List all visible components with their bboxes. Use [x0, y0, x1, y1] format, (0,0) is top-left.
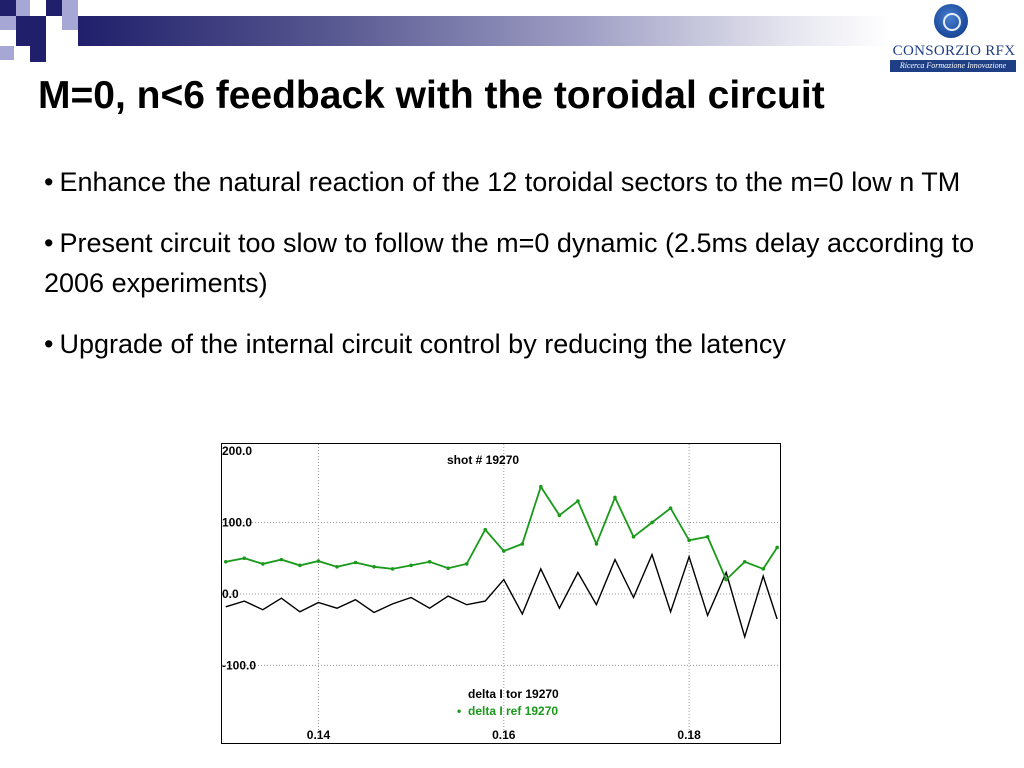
series-point: [539, 484, 543, 489]
shot-plot: 0.14 0.16 0.18 200.0 100.0 0.0 -100.0 shot # 19…: [221, 443, 781, 744]
series-point: [223, 559, 228, 564]
bullet-item-3: • Upgrade of the internal circuit control…: [44, 324, 1004, 364]
series-point: [409, 563, 413, 568]
series-point: [501, 549, 506, 553]
y-tick-label: 200.0: [222, 444, 252, 458]
corner-square-5: [0, 16, 16, 30]
x-tick-label: 0.18: [677, 728, 701, 742]
series-point: [668, 506, 673, 510]
series-point: [705, 534, 710, 539]
series-point: [650, 520, 654, 525]
y-tick-label: 0.0: [222, 587, 239, 601]
corner-square-9: [30, 46, 46, 62]
legend-entry-1: delta I tor 19270: [468, 687, 559, 701]
bullet-dot: •: [44, 228, 54, 258]
series-point: [427, 559, 432, 564]
corner-square-8: [0, 46, 14, 60]
series-point: [261, 562, 265, 566]
series-point: [724, 577, 728, 582]
series-point: [483, 527, 488, 532]
series-point: [687, 538, 691, 543]
y-tick-label: 100.0: [222, 515, 252, 529]
bullet-item-1: • Enhance the natural reaction of the 12 …: [44, 162, 1004, 202]
series-point: [353, 560, 358, 565]
series-point: [446, 566, 450, 571]
corner-square-3: [46, 0, 62, 16]
series-point: [242, 556, 247, 561]
series-point: [742, 559, 747, 564]
header-gradient-band: [78, 16, 890, 46]
plot-labels: 0.14 0.16 0.18 200.0 100.0 0.0 -100.0 shot # 19…: [222, 444, 701, 742]
series-point: [464, 562, 469, 566]
series-point: [631, 534, 636, 539]
series-point: [520, 542, 525, 546]
corner-square-6: [16, 16, 46, 46]
corner-square-2: [16, 0, 30, 16]
series-point: [613, 495, 617, 500]
corner-square-7: [62, 16, 78, 30]
bullet-text-1: Enhance the natural reaction of the 12 t…: [59, 167, 961, 197]
series-point: [557, 513, 562, 518]
series-line-1: [225, 552, 778, 640]
bullet-dot: •: [44, 167, 54, 197]
bullet-text-3: Upgrade of the internal circuit control …: [59, 329, 786, 359]
x-tick-label: 0.14: [307, 728, 331, 742]
legend-entry-2: delta I ref 19270: [468, 704, 558, 718]
series-point: [298, 563, 302, 568]
slide-title: M=0, n<6 feedback with the toroidal circ…: [38, 74, 825, 117]
series-point: [390, 567, 395, 571]
corner-square-1: [0, 0, 16, 16]
legend-marker: •: [457, 704, 461, 718]
logo-name: CONSORZIO RFX: [892, 43, 1016, 59]
logo-emblem-icon: [934, 4, 968, 38]
x-tick-label: 0.16: [492, 728, 516, 742]
plot-grid: [222, 444, 780, 736]
bullet-item-2: • Present circuit too slow to follow the …: [44, 223, 1004, 303]
plot-series: [223, 484, 779, 640]
y-tick-label: -100.0: [222, 658, 256, 672]
series-point: [761, 567, 766, 571]
bullet-dot: •: [44, 329, 54, 359]
shot-plot-svg: 0.14 0.16 0.18 200.0 100.0 0.0 -100.0 shot # 19…: [221, 443, 781, 744]
series-point: [576, 499, 580, 503]
logo-tagline: Ricerca Formazione Innovazione: [890, 60, 1016, 72]
bullet-list: • Enhance the natural reaction of the 12 …: [44, 162, 1004, 385]
series-point: [594, 542, 599, 546]
bullet-text-2: Present circuit too slow to follow the m…: [44, 228, 975, 298]
consorzio-rfx-logo: CONSORZIO RFX Ricerca Formazione Innovaz…: [888, 2, 1020, 72]
plot-title: shot # 19270: [447, 453, 519, 467]
series-point: [316, 559, 321, 563]
corner-square-4: [62, 0, 78, 16]
series-point: [279, 557, 284, 562]
series-point: [775, 545, 779, 550]
series-point: [335, 564, 339, 569]
series-point: [372, 564, 376, 569]
